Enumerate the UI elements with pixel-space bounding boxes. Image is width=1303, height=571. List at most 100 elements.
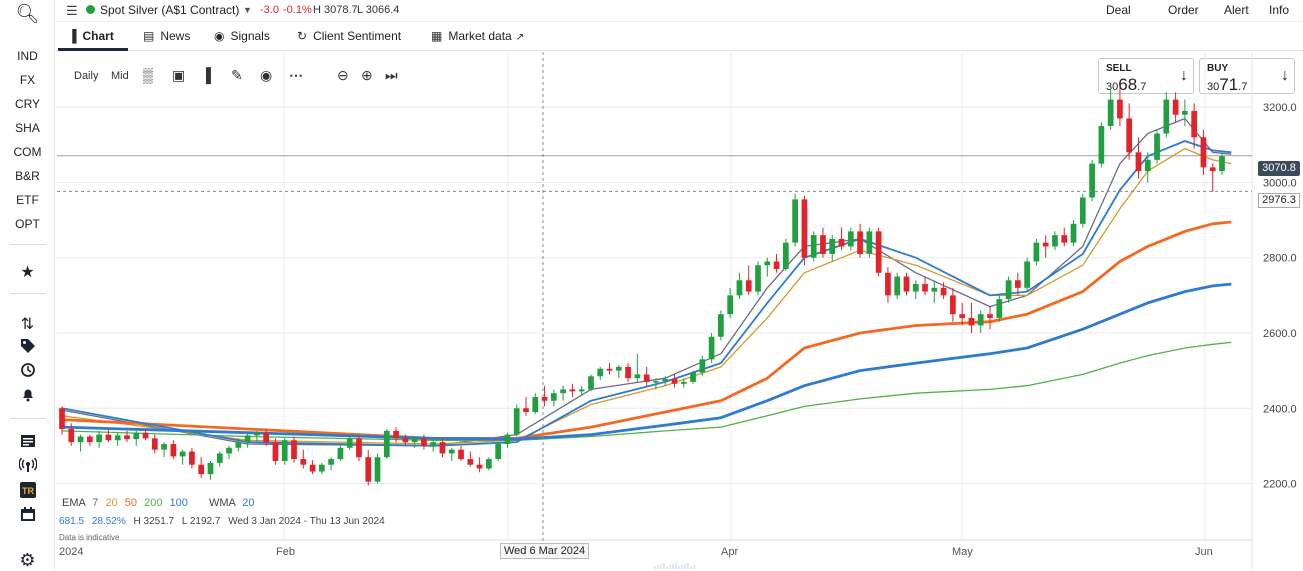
candle-body [1154, 133, 1160, 160]
ema-100-label: 100 [169, 497, 188, 509]
signal-icon: ◉ [214, 29, 225, 43]
candle-body [467, 459, 474, 465]
tab-news[interactable]: ▤ News [143, 29, 190, 43]
search-icon[interactable]: 🔍︎ [15, 4, 40, 25]
indicator-lines [61, 117, 1232, 447]
indicators-icon[interactable]: ▐ [201, 67, 211, 83]
candle-body [281, 440, 288, 461]
calendar-icon[interactable] [0, 506, 55, 527]
y-tick-label: 2200.0 [1263, 479, 1297, 491]
settings-icon[interactable]: ⚙ [19, 550, 36, 570]
sidebar-item-ind[interactable]: IND [17, 49, 38, 63]
candle-body [1052, 235, 1058, 247]
x-tick-label: Apr [721, 546, 739, 558]
candle-body [922, 284, 928, 292]
candle-body [337, 447, 344, 460]
sell-price: 3068.7 [1106, 75, 1146, 95]
wma-label: WMA [208, 497, 236, 509]
candle-body [244, 435, 251, 443]
deal-button[interactable]: Deal [1106, 3, 1131, 17]
sell-label: SELL [1106, 63, 1132, 74]
tab-chart[interactable]: ▐ Chart [68, 29, 114, 43]
zoom-in-icon[interactable]: ⊕ [361, 67, 373, 83]
candle-body [810, 235, 817, 258]
tab-market-data[interactable]: ▦ Market data ↗ [431, 29, 524, 43]
candle-body [458, 449, 464, 460]
crosshair-price-tag: 2976.3 [1258, 193, 1300, 208]
draw-pencil-icon[interactable]: ✎ [231, 67, 243, 83]
candle-body [977, 314, 984, 326]
chart-overlay [57, 52, 1252, 569]
chart-icon: ▐ [68, 29, 77, 43]
tag-icon[interactable] [0, 338, 55, 359]
sidebar-item-fx[interactable]: FX [19, 73, 36, 87]
instrument-name[interactable]: Spot Silver (A$1 Contract) [100, 3, 240, 17]
candle-body [318, 464, 325, 472]
candle-body [866, 231, 873, 254]
hamburger-icon[interactable]: ☰ [66, 3, 78, 18]
candle-body [532, 396, 539, 413]
ema-20-label: 20 [105, 497, 118, 509]
jump-to-latest-icon[interactable]: ⏭ [385, 67, 398, 83]
layout-icon[interactable]: ▣ [172, 67, 186, 83]
alert-button[interactable]: Alert [1224, 3, 1249, 17]
ema-legend[interactable]: EMA 7 20 50 200 100 WMA 20 [62, 497, 255, 509]
clipboard-icon: ▦ [431, 29, 443, 43]
candle-body [272, 442, 279, 461]
svg-text:TR: TR [22, 486, 34, 496]
candle-body [1200, 137, 1207, 168]
candle-body [792, 199, 798, 243]
ema-7-label: 7 [92, 497, 99, 509]
candle-body [588, 376, 594, 390]
sidebar-item-etf[interactable]: ETF [16, 193, 39, 207]
candle-body [300, 459, 307, 465]
tab-label: Chart [82, 29, 114, 43]
candle-body [495, 444, 502, 460]
news-icon: ▤ [143, 29, 155, 43]
tab-label: Signals [230, 29, 270, 43]
sidebar-item-br[interactable]: B&R [15, 169, 40, 183]
sell-price-prefix: 30 [1106, 81, 1119, 93]
buy-price-big: 71 [1219, 75, 1239, 94]
swap-arrows-icon[interactable]: ⇅ [20, 316, 35, 333]
order-button[interactable]: Order [1168, 3, 1199, 17]
price-type-select[interactable]: Mid [111, 70, 129, 82]
interval-select[interactable]: Daily [74, 70, 99, 82]
tr-icon[interactable]: TR [0, 482, 55, 503]
buy-price-suffix: .7 [1238, 81, 1248, 93]
candle-body [968, 317, 975, 326]
tab-signals[interactable]: ◉ Signals [214, 29, 270, 43]
candle-body [727, 295, 734, 315]
tab-label: Client Sentiment [313, 29, 402, 43]
signal-icon[interactable] [0, 457, 55, 478]
sidebar-item-sha[interactable]: SHA [15, 121, 40, 135]
info-button[interactable]: Info [1269, 3, 1290, 17]
chart-type-icon[interactable]: ▒ [143, 67, 153, 83]
candle-body [950, 295, 956, 315]
sell-button[interactable]: SELL 3068.7 ↓ [1098, 58, 1194, 94]
candle-body [226, 447, 232, 454]
zoom-out-icon[interactable]: ⊖ [337, 67, 349, 83]
y-tick-label: 2600.0 [1263, 328, 1297, 340]
more-options-icon[interactable]: ⋯ [289, 67, 303, 83]
news-icon[interactable] [0, 433, 55, 454]
chevron-down-icon[interactable]: ▼ [243, 5, 252, 15]
candle-body [133, 432, 140, 440]
tab-client-sentiment[interactable]: ↻ Client Sentiment [297, 29, 401, 43]
candle-body [291, 440, 297, 460]
buy-button[interactable]: BUY 3071.7 ↓ [1199, 58, 1295, 94]
x-tick-label: Jun [1195, 546, 1213, 558]
price-change-pct: -0.1% [283, 4, 312, 16]
eye-icon[interactable]: ◉ [260, 67, 273, 83]
sidebar-item-cry[interactable]: CRY [14, 97, 41, 111]
star-icon[interactable]: ★ [20, 264, 35, 281]
market-open-dot-icon [86, 5, 95, 14]
candle-body [1042, 242, 1049, 247]
candle-body [773, 261, 780, 270]
price-change: -3.0 [260, 4, 279, 16]
sidebar-item-com[interactable]: COM [13, 145, 42, 159]
sidebar-item-opt[interactable]: OPT [15, 217, 40, 231]
history-icon[interactable] [0, 362, 55, 383]
bell-icon[interactable] [0, 386, 55, 407]
candle-body [1061, 235, 1068, 243]
